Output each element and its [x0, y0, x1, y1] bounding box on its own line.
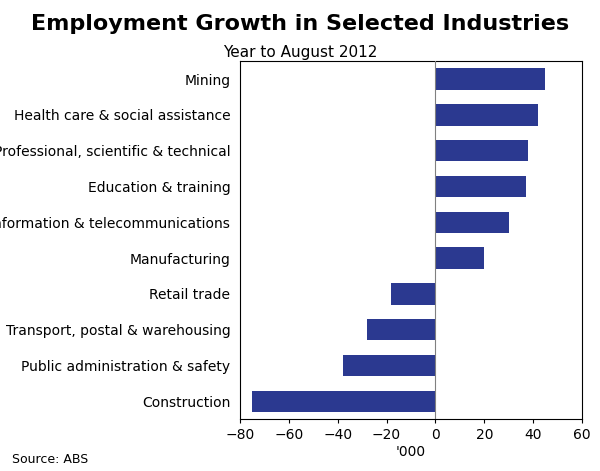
Bar [436, 140, 528, 162]
Text: Source: ABS: Source: ABS [12, 453, 88, 466]
Bar [252, 390, 436, 412]
X-axis label: '000: '000 [396, 445, 426, 459]
Bar [436, 176, 526, 197]
Bar [436, 104, 538, 126]
Bar [436, 247, 484, 269]
Text: Employment Growth in Selected Industries: Employment Growth in Selected Industries [31, 14, 569, 34]
Bar [436, 68, 545, 90]
Bar [367, 319, 436, 341]
Text: Year to August 2012: Year to August 2012 [223, 45, 377, 60]
Bar [436, 211, 509, 233]
Bar [391, 283, 436, 305]
Bar [343, 355, 436, 376]
